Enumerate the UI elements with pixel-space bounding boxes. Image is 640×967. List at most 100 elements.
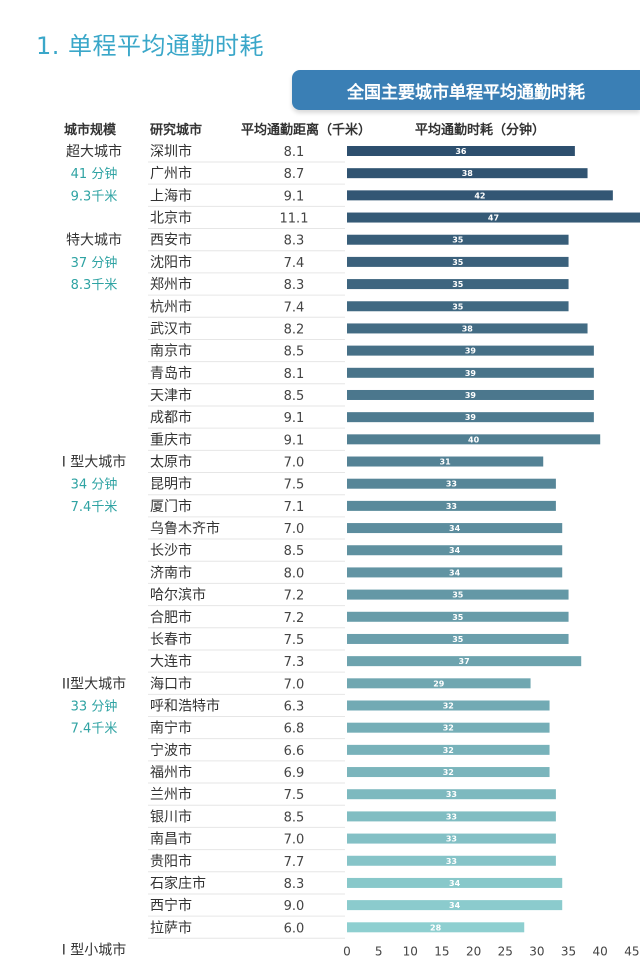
- x-tick-label: 10: [403, 944, 418, 958]
- city-label: 北京市: [150, 210, 192, 227]
- bar-value-label: 35: [452, 280, 464, 289]
- city-label: 大连市: [150, 653, 192, 670]
- distance-value: 7.0: [284, 522, 305, 537]
- city-label: 济南市: [150, 564, 192, 581]
- group-label: I 型小城市: [62, 941, 127, 958]
- bar: [347, 811, 556, 822]
- distance-value: 7.2: [284, 589, 305, 604]
- city-label: 重庆市: [150, 431, 192, 448]
- city-label: 郑州市: [150, 276, 192, 293]
- bar-value-label: 40: [468, 435, 480, 444]
- distance-value: 7.0: [284, 456, 305, 471]
- distance-value: 8.7: [284, 167, 305, 182]
- bar-value-label: 32: [443, 746, 454, 755]
- bar-value-label: 33: [446, 480, 457, 489]
- bar: [347, 700, 550, 711]
- bar: [347, 256, 569, 267]
- city-label: 海口市: [150, 675, 192, 692]
- bar-value-label: 31: [440, 458, 452, 467]
- distance-value: 8.2: [284, 322, 305, 337]
- x-tick-label: 30: [529, 944, 544, 958]
- bar-value-label: 32: [443, 702, 454, 711]
- bar: [347, 678, 531, 689]
- bar-value-label: 39: [465, 347, 477, 356]
- bar: [347, 744, 550, 755]
- distance-value: 6.0: [284, 921, 305, 936]
- x-tick-label: 0: [343, 944, 351, 958]
- bar-value-label: 35: [452, 302, 464, 311]
- bar-value-label: 33: [446, 835, 457, 844]
- bar: [347, 146, 575, 156]
- distance-value: 8.1: [284, 145, 305, 160]
- bar: [347, 545, 563, 556]
- bar-value-label: 29: [433, 679, 445, 688]
- distance-value: 11.1: [280, 212, 309, 227]
- city-label: 合肥市: [150, 609, 192, 626]
- distance-value: 9.1: [284, 433, 305, 448]
- bar-value-label: 33: [446, 502, 457, 511]
- distance-value: 7.5: [284, 788, 305, 803]
- bar: [347, 523, 563, 534]
- x-tick-label: 25: [498, 944, 513, 958]
- city-label: 贵阳市: [150, 853, 192, 870]
- bar: [347, 900, 563, 911]
- group-label: II型大城市: [62, 675, 126, 692]
- distance-value: 8.3: [284, 278, 305, 293]
- bar-value-label: 38: [462, 324, 474, 333]
- city-label: 南宁市: [150, 720, 192, 737]
- bar-value-label: 39: [465, 369, 477, 378]
- distance-value: 7.4: [284, 256, 305, 271]
- city-label: 长春市: [150, 631, 192, 648]
- city-label: 上海市: [150, 187, 192, 204]
- column-header-distance: 平均通勤距离（千米）: [241, 123, 372, 138]
- group-minutes: 41 分钟: [71, 166, 118, 182]
- distance-value: 7.4: [284, 300, 305, 315]
- bar: [347, 389, 594, 400]
- bar: [347, 323, 588, 334]
- bar: [347, 633, 569, 644]
- group-label: 超大城市: [66, 143, 122, 160]
- bar-value-label: 35: [452, 635, 464, 644]
- group-distance: 8.3千米: [71, 278, 118, 293]
- bar: [347, 478, 556, 489]
- bar-value-label: 47: [488, 214, 499, 223]
- bar: [347, 434, 601, 445]
- distance-value: 8.0: [284, 566, 305, 581]
- distance-value: 6.9: [284, 766, 305, 781]
- x-tick-label: 40: [593, 944, 608, 958]
- city-label: 青岛市: [150, 365, 192, 382]
- city-label: 西安市: [150, 232, 192, 249]
- bar: [347, 212, 640, 223]
- bar: [347, 500, 556, 511]
- group-distance: 9.3千米: [71, 189, 118, 204]
- bar: [347, 168, 588, 179]
- column-header-city: 研究城市: [150, 123, 203, 138]
- distance-value: 7.2: [284, 611, 305, 626]
- city-label: 兰州市: [150, 786, 192, 803]
- distance-value: 7.3: [284, 655, 305, 670]
- city-label: 武汉市: [150, 320, 192, 337]
- bar-value-label: 34: [449, 879, 461, 888]
- bar: [347, 234, 569, 245]
- chart-title: 全国主要城市单程平均通勤时耗: [292, 70, 640, 110]
- bar: [347, 656, 582, 667]
- bar: [347, 767, 550, 778]
- bar-value-label: 42: [474, 191, 485, 200]
- bar: [347, 611, 569, 622]
- bar-value-label: 36: [455, 147, 467, 156]
- page-heading: 1. 单程平均通勤时耗: [36, 32, 265, 60]
- city-label: 乌鲁木齐市: [150, 520, 220, 537]
- city-label: 深圳市: [150, 143, 192, 160]
- bar: [347, 833, 556, 844]
- bar: [347, 855, 556, 866]
- city-label: 天津市: [150, 387, 192, 404]
- bar: [347, 922, 525, 933]
- bar-value-label: 37: [459, 657, 470, 666]
- distance-value: 6.8: [284, 722, 305, 737]
- distance-value: 8.5: [284, 544, 305, 559]
- bar-value-label: 33: [446, 857, 457, 866]
- bar-value-label: 34: [449, 546, 461, 555]
- bar-value-label: 32: [443, 724, 454, 733]
- x-tick-label: 15: [434, 944, 449, 958]
- bar-value-label: 28: [430, 923, 442, 932]
